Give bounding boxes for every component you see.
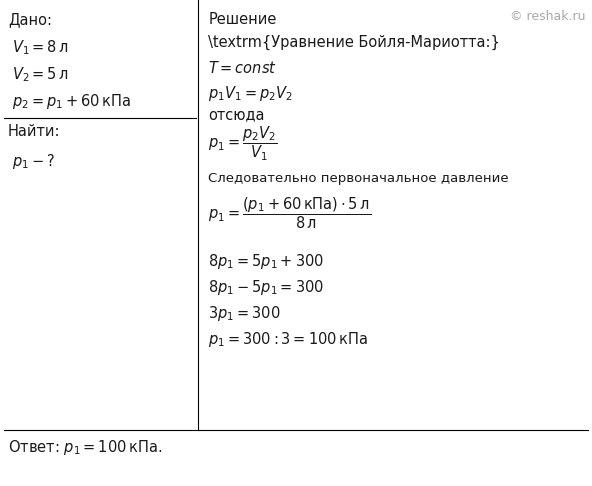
Text: $\mathit{p}_2 = \mathit{p}_1 + 60\,\text{кПа}$: $\mathit{p}_2 = \mathit{p}_1 + 60\,\text… (12, 92, 131, 111)
Text: Найти:: Найти: (8, 124, 60, 139)
Text: $\mathit{p}_1 = \dfrac{(\mathit{p}_1 + 60\,\text{кПа})\cdot 5\,\text{л}}{8\,\tex: $\mathit{p}_1 = \dfrac{(\mathit{p}_1 + 6… (208, 195, 371, 230)
Text: $3\mathit{p}_1 = 300$: $3\mathit{p}_1 = 300$ (208, 304, 281, 323)
Text: $\mathit{p}_1 - ?$: $\mathit{p}_1 - ?$ (12, 152, 55, 171)
Text: \textrm{Уравнение Бойля-Мариотта:}: \textrm{Уравнение Бойля-Мариотта:} (208, 35, 500, 50)
Text: $\mathit{p}_1\mathit{V}_1 = \mathit{p}_2\mathit{V}_2$: $\mathit{p}_1\mathit{V}_1 = \mathit{p}_2… (208, 84, 293, 103)
Text: Следовательно первоначальное давление: Следовательно первоначальное давление (208, 172, 509, 185)
Text: $\mathit{T} = const$: $\mathit{T} = const$ (208, 60, 277, 76)
Text: Решение: Решение (208, 12, 276, 27)
Text: $8\mathit{p}_1 = 5\mathit{p}_1 + 300$: $8\mathit{p}_1 = 5\mathit{p}_1 + 300$ (208, 252, 324, 271)
Text: отсюда: отсюда (208, 107, 265, 122)
Text: © reshak.ru: © reshak.ru (510, 10, 585, 23)
Text: Дано:: Дано: (8, 12, 52, 27)
Text: Ответ: $\mathit{p}_1 = 100\,\text{кПа}.$: Ответ: $\mathit{p}_1 = 100\,\text{кПа}.$ (8, 438, 162, 457)
Text: $\mathit{V}_1 = 8\,\text{л}$: $\mathit{V}_1 = 8\,\text{л}$ (12, 38, 69, 57)
Text: $\mathit{V}_2 = 5\,\text{л}$: $\mathit{V}_2 = 5\,\text{л}$ (12, 65, 69, 84)
Text: $\mathit{p}_1 = 300 : 3 = 100\,\text{кПа}$: $\mathit{p}_1 = 300 : 3 = 100\,\text{кПа… (208, 330, 368, 349)
Text: $\mathit{p}_1 = \dfrac{\mathit{p}_2\mathit{V}_2}{\mathit{V}_1}$: $\mathit{p}_1 = \dfrac{\mathit{p}_2\math… (208, 125, 278, 163)
Text: $8\mathit{p}_1 - 5\mathit{p}_1 = 300$: $8\mathit{p}_1 - 5\mathit{p}_1 = 300$ (208, 278, 324, 297)
